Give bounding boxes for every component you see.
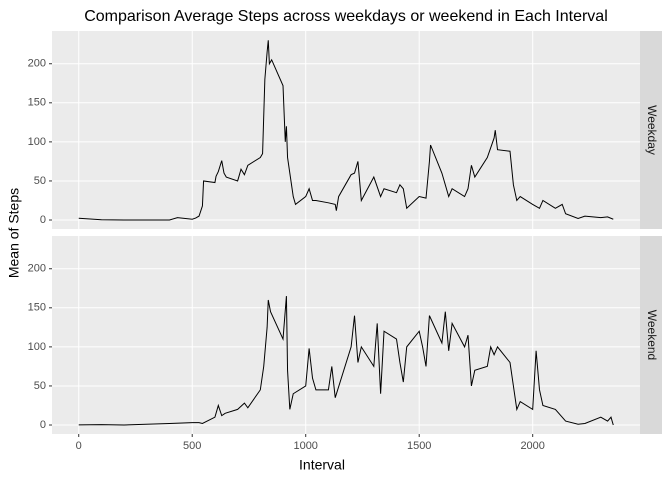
y-tick-label: 100 [28,341,46,353]
x-tick-label: 0 [76,440,82,452]
x-tick-label: 1000 [293,440,317,452]
x-tick-label: 500 [183,440,201,452]
y-tick-label: 50 [34,380,46,392]
data-line [78,296,614,426]
y-tick-label: 0 [40,419,46,431]
facet-strip [640,236,662,434]
data-line [78,40,614,221]
y-axis-label: Mean of Steps [6,188,22,278]
x-axis-label: Interval [299,457,345,473]
facet-label: Weekday [645,105,659,155]
y-tick-label: 150 [28,97,46,109]
facet-label: Weekend [645,310,659,360]
x-tick-label: 2000 [520,440,544,452]
y-tick-label: 0 [40,214,46,226]
chart-title: Comparison Average Steps across weekdays… [84,8,608,25]
y-tick-label: 200 [28,58,46,70]
y-tick-label: 200 [28,263,46,275]
facet-strip [640,31,662,229]
y-tick-label: 150 [28,302,46,314]
x-tick-label: 1500 [407,440,431,452]
panel-background [52,236,640,434]
y-tick-label: 50 [34,175,46,187]
y-tick-label: 100 [28,136,46,148]
panel-background [52,31,640,229]
